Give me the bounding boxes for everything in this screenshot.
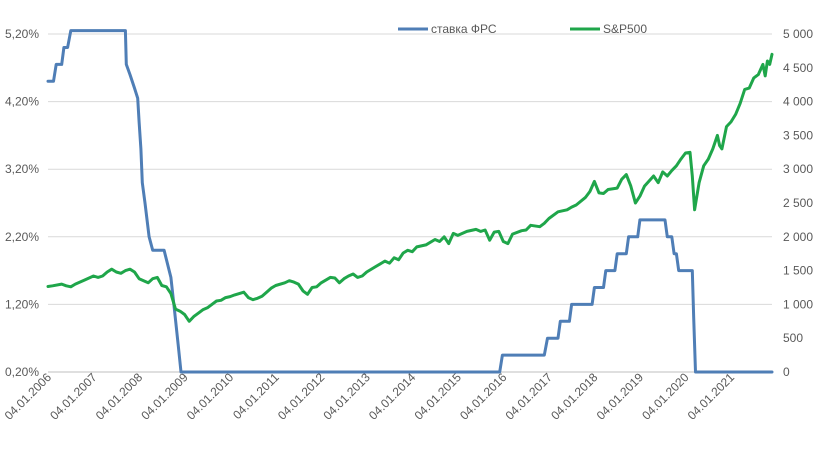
right-tick-label: 3 000	[783, 162, 813, 176]
right-tick-label: 2 000	[783, 230, 813, 244]
right-tick-label: 4 500	[783, 61, 813, 75]
x-tick-label: 04.01.2012	[275, 370, 328, 423]
x-tick-label: 04.01.2010	[184, 370, 237, 423]
series-lines	[46, 29, 774, 374]
x-tick-label: 04.01.2020	[639, 370, 692, 423]
x-tick-label: 04.01.2011	[230, 370, 282, 422]
right-tick-label: 3 500	[783, 128, 813, 142]
left-tick-label: 4,20%	[5, 95, 39, 109]
gridlines	[48, 33, 772, 373]
left-tick-label: 0,20%	[5, 365, 39, 379]
x-tick-label: 04.01.2016	[457, 370, 510, 423]
x-tick-label: 04.01.2019	[594, 370, 647, 423]
left-axis-tick-labels: 0,20% 1,20% 2,20% 3,20% 4,20% 5,20%	[5, 27, 39, 379]
x-tick-label: 04.01.2014	[366, 370, 419, 423]
x-tick-label: 04.01.2017	[503, 370, 556, 423]
x-axis-tick-labels: 04.01.200604.01.200704.01.200804.01.2009…	[2, 370, 738, 423]
x-tick-label: 04.01.2013	[320, 370, 373, 423]
left-tick-label: 2,20%	[5, 230, 39, 244]
right-tick-label: 5 000	[783, 27, 813, 41]
x-tick-label: 04.01.2009	[138, 370, 191, 423]
right-axis-tick-labels: 0 500 1 000 1 500 2 000 2 500 3 000 3 500 4 000 4…	[783, 27, 813, 379]
right-tick-label: 2 500	[783, 196, 813, 210]
right-tick-label: 1 000	[783, 297, 813, 311]
series-line-sp500	[46, 52, 774, 323]
x-tick-label: 04.01.2008	[93, 370, 146, 423]
left-tick-label: 1,20%	[5, 297, 39, 311]
right-tick-label: 500	[783, 331, 803, 345]
series-line-fed-rate	[46, 29, 774, 374]
legend-label: S&P500	[603, 22, 647, 36]
left-tick-label: 3,20%	[5, 162, 39, 176]
x-tick-label: 04.01.2018	[548, 370, 601, 423]
right-tick-label: 0	[783, 365, 790, 379]
right-tick-label: 1 500	[783, 264, 813, 278]
legend: ставка ФРС S&P500	[398, 22, 647, 36]
x-tick-label: 04.01.2007	[47, 370, 100, 423]
right-tick-label: 4 000	[783, 95, 813, 109]
left-tick-label: 5,20%	[5, 27, 39, 41]
x-tick-label: 04.01.2021	[685, 370, 738, 423]
legend-label: ставка ФРС	[431, 22, 497, 36]
x-tick-label: 04.01.2015	[412, 370, 465, 423]
